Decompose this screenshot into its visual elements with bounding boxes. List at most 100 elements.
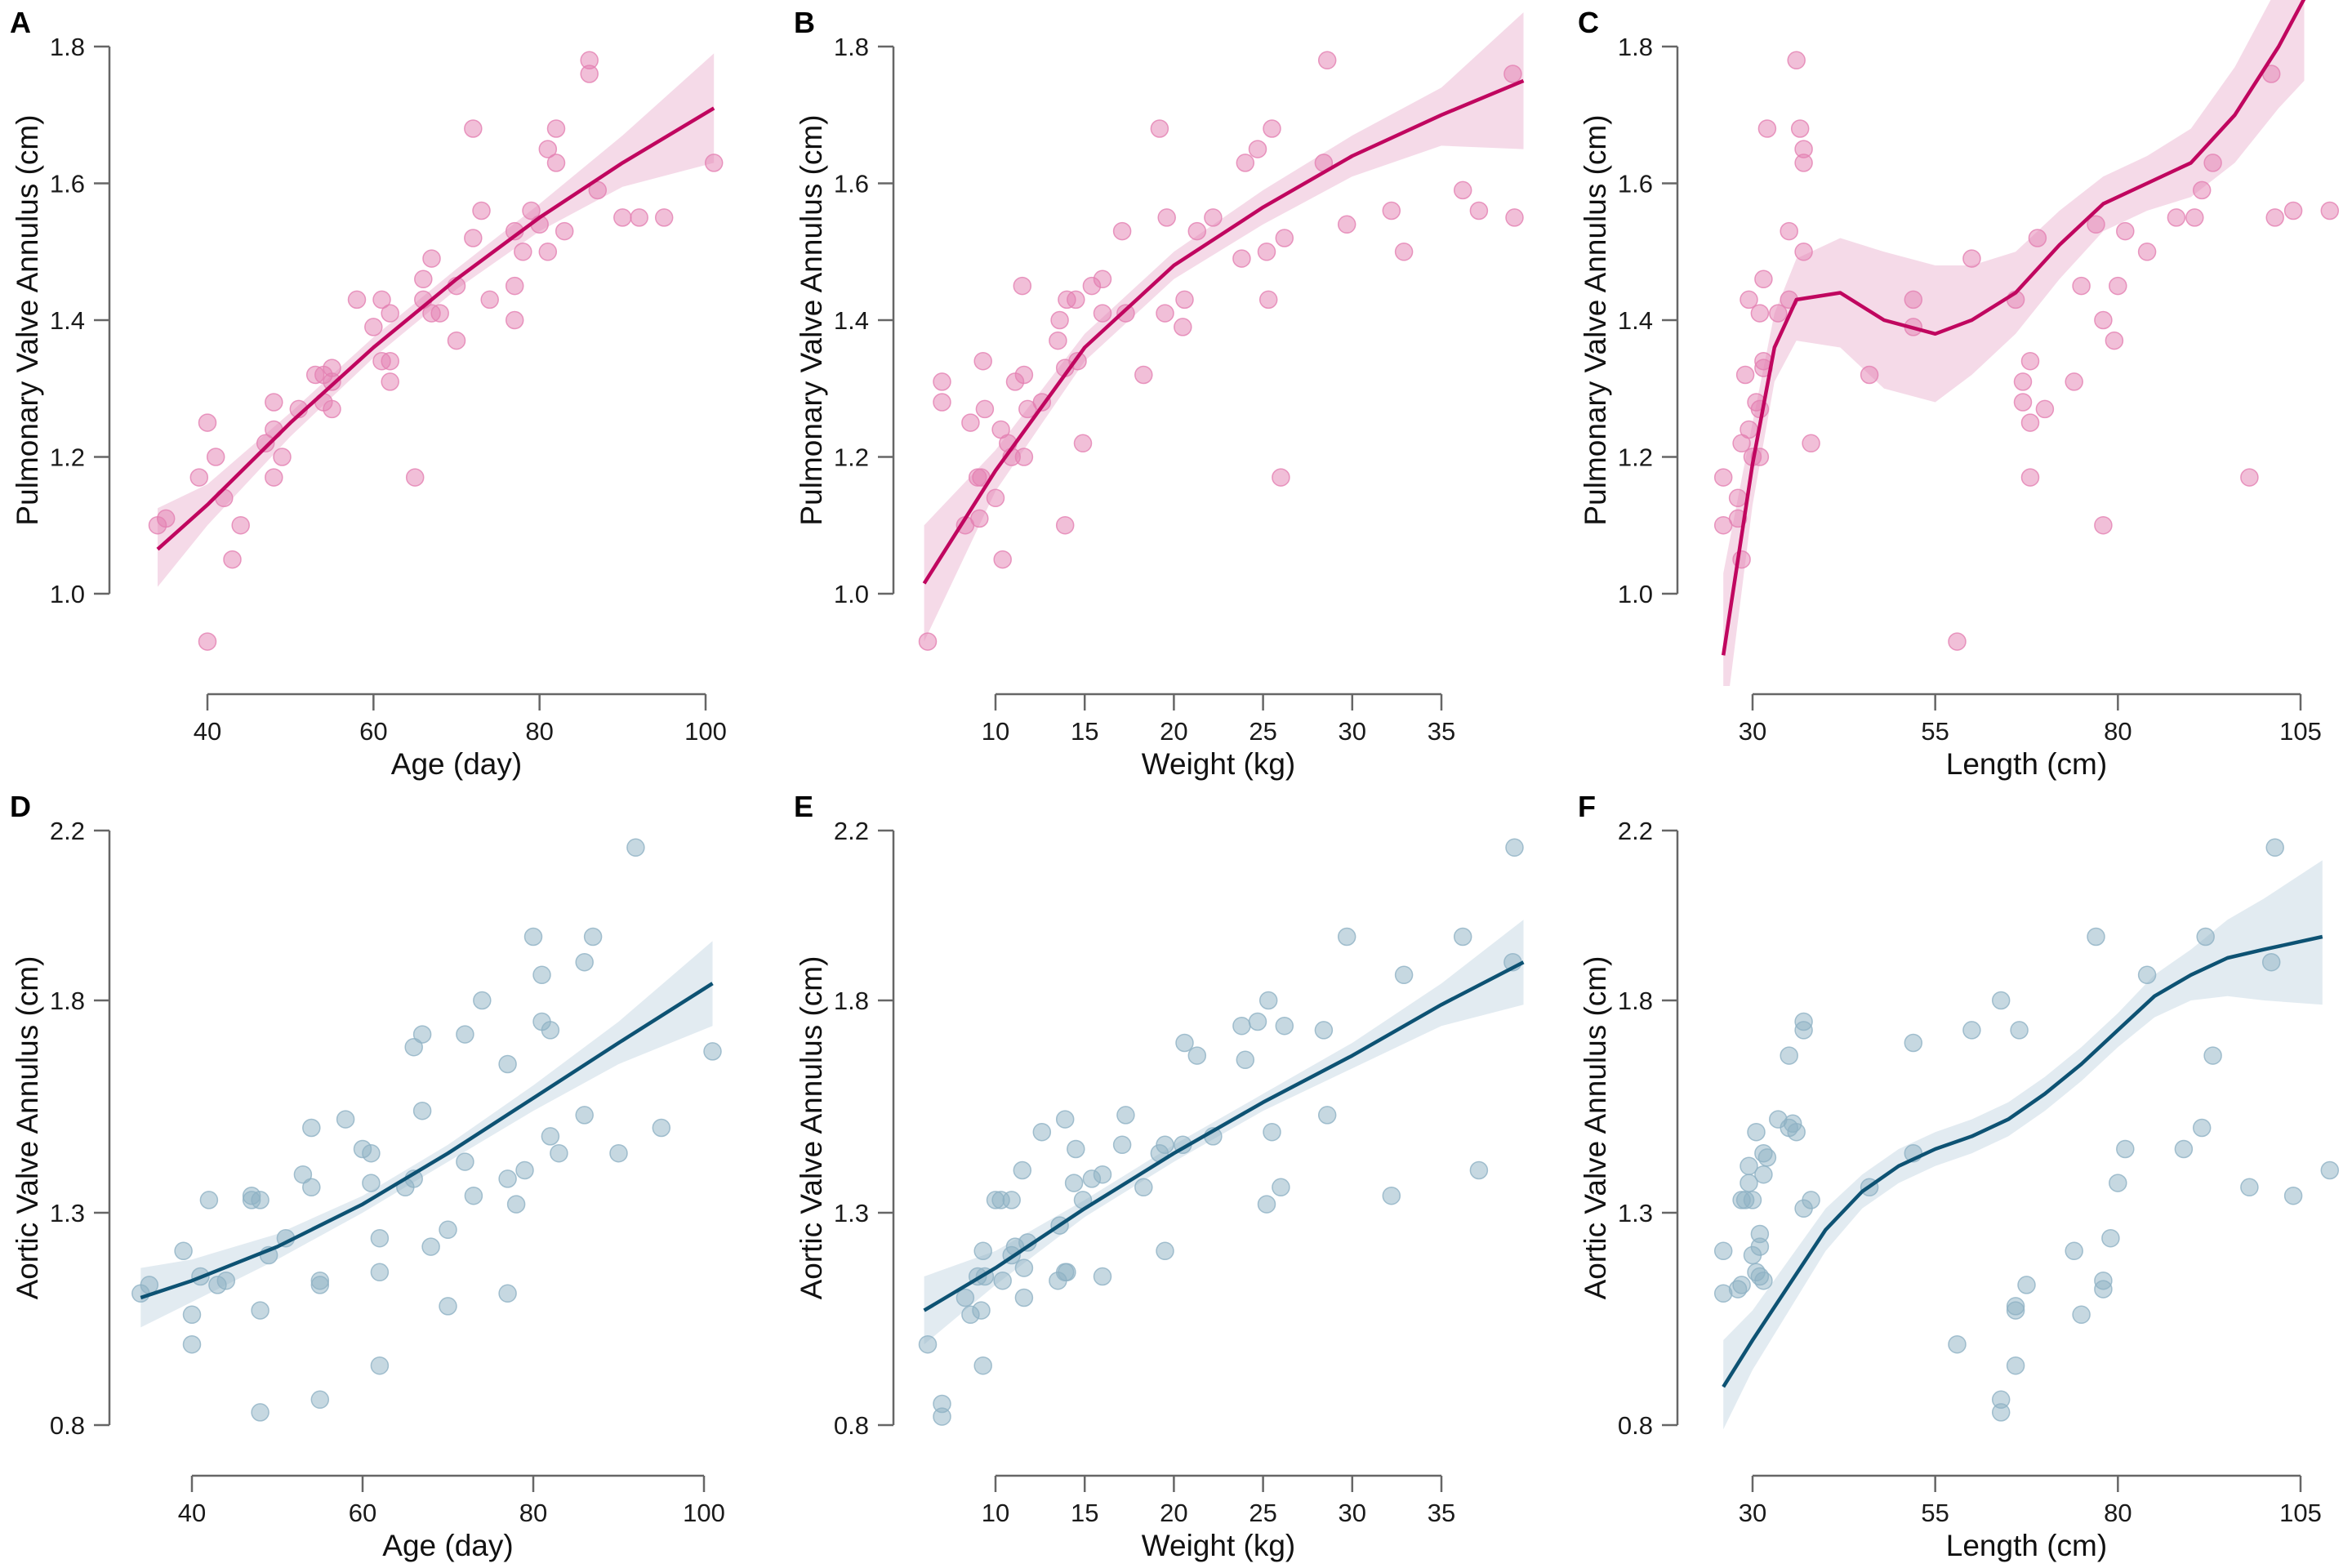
x-tick-label: 15 [1071,1499,1098,1527]
data-point [421,1237,440,1256]
data-point [541,1021,560,1040]
data-point [522,201,541,220]
x-tick-label: 105 [2279,717,2322,746]
y-tick-label: 1.4 [834,306,869,335]
data-point [251,1191,270,1209]
data-point [473,991,492,1010]
data-point [439,1220,457,1240]
data-point [1112,221,1132,241]
data-point [1014,1258,1034,1277]
data-point [2320,1160,2340,1180]
y-tick-label: 1.8 [1618,33,1653,61]
data-point [918,1334,938,1354]
x-tick-label: 35 [1428,1499,1455,1527]
data-point [381,304,399,323]
data-point [404,1037,423,1057]
data-point [1263,1122,1281,1142]
data-point [1757,119,1777,138]
data-point [223,550,242,569]
panel-letter: C [1578,6,1599,39]
data-point [1750,304,1770,323]
data-point [993,1271,1012,1290]
data-point [302,1118,321,1138]
data-point [1175,290,1194,310]
data-point [704,154,724,172]
data-point [1503,65,1522,83]
data-point [1787,51,1806,70]
fit-line [1721,0,2306,656]
x-tick-label: 30 [1339,1499,1366,1527]
y-tick-label: 1.0 [834,580,869,608]
data-point [347,290,367,310]
data-point [464,119,483,138]
data-point [2265,208,2284,227]
data-point [630,208,648,227]
data-point [362,1143,381,1163]
data-point [1453,927,1472,947]
x-tick-label: 10 [982,1499,1009,1527]
data-point [464,1186,483,1205]
y-tick-label: 1.2 [50,443,85,472]
data-point [1860,365,1879,385]
data-point [541,1127,560,1146]
data-point [961,413,980,432]
x-axis-label: Weight (kg) [1142,1529,1296,1562]
fit-line [140,982,714,1300]
data-point [1156,1241,1174,1261]
data-point [918,632,938,651]
data-point [498,1169,517,1188]
data-point [973,1241,992,1261]
data-point [933,393,951,412]
data-point [372,290,391,310]
data-point [1014,448,1034,466]
data-point [2240,1178,2259,1197]
y-tick-label: 1.0 [1618,580,1653,608]
data-point [412,1025,432,1044]
data-point [370,1356,390,1375]
y-tick-label: 2.2 [834,817,869,845]
x-tick-label: 40 [194,717,221,746]
data-point [199,1191,219,1209]
data-point [2261,952,2281,972]
data-point [975,399,995,419]
y-tick-label: 1.6 [50,170,85,198]
data-point [1032,1122,1052,1142]
data-point [1067,290,1085,310]
data-point [1991,1403,2011,1422]
data-point [1174,318,1192,336]
data-point [1134,365,1153,385]
data-point [1093,270,1112,289]
y-tick-label: 1.3 [50,1199,85,1227]
data-point [1049,331,1067,350]
data-point [1263,119,1281,138]
y-tick-label: 1.8 [834,987,869,1015]
plot-area [918,12,1525,651]
data-point [430,304,449,323]
data-point [1150,119,1169,138]
data-point [182,1334,202,1354]
plot-area [918,838,1525,1426]
data-point [323,372,341,391]
data-point [575,1106,594,1125]
data-point [2013,372,2033,391]
data-point [1134,1178,1153,1197]
data-point [993,550,1012,569]
x-tick-label: 10 [982,717,1009,746]
data-point [2072,276,2091,296]
x-tick-label: 20 [1160,1499,1187,1527]
confidence-band [140,941,713,1328]
x-tick-label: 100 [683,1499,725,1527]
data-point [2020,468,2040,487]
data-point [1743,1191,1762,1209]
data-point [575,952,594,972]
data-point [206,448,225,466]
panel-f: F 0.8 1.3 1.8 2.2 Aortic Valve Annulus (cm) 30… [1578,790,2340,1562]
x-axis-label: Age (day) [382,1529,513,1562]
x-tick-label: 105 [2279,1499,2322,1527]
data-point [973,351,992,371]
data-point [381,351,399,371]
x-tick-label: 25 [1249,717,1276,746]
data-point [626,838,645,858]
panel-letter: A [10,6,31,39]
data-point [1962,1021,1981,1040]
